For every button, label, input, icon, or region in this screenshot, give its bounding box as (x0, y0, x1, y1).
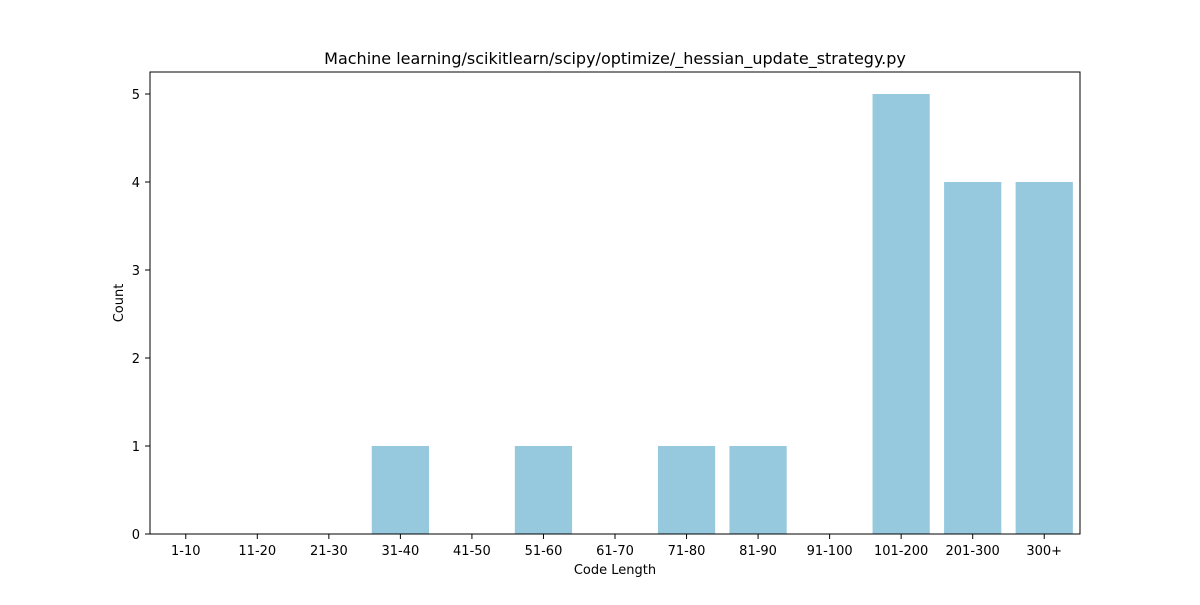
x-tick-label: 61-70 (596, 544, 634, 559)
x-tick-label: 11-20 (238, 544, 276, 559)
bar-71-80 (657, 446, 716, 534)
x-tick-label: 81-90 (739, 544, 777, 559)
bars-layer (371, 94, 1073, 534)
y-tick-label: 4 (132, 176, 140, 191)
x-tick-label: 91-100 (807, 544, 853, 559)
x-tick-label: 300+ (1026, 544, 1062, 559)
x-axis: 1-10 11-20 21-30 31-40 41-50 51-60 61-70 71-80 8… (171, 534, 1062, 559)
chart-title: Machine learning/scikitlearn/scipy/optim… (324, 49, 906, 69)
x-tick-label: 31-40 (381, 544, 419, 559)
y-axis-label: Count (112, 284, 127, 323)
x-tick-label: 101-200 (874, 544, 928, 559)
y-tick-label: 3 (132, 264, 140, 279)
x-tick-label: 201-300 (946, 544, 1000, 559)
y-tick-label: 2 (132, 352, 140, 367)
x-tick-label: 21-30 (310, 544, 348, 559)
bar-51-60 (514, 446, 573, 534)
y-axis: 0 1 2 3 4 5 (132, 88, 150, 543)
bar-31-40 (371, 446, 429, 534)
y-tick-label: 1 (132, 440, 140, 455)
y-tick-label: 5 (132, 88, 140, 103)
x-axis-label: Code Length (574, 563, 656, 578)
bar-81-90 (729, 446, 787, 534)
x-tick-label: 71-80 (668, 544, 706, 559)
bar-300+ (1015, 182, 1073, 534)
x-tick-label: 1-10 (171, 544, 201, 559)
bar-101-200 (872, 94, 930, 534)
plot-frame (149, 71, 1081, 535)
bar-201-300 (944, 182, 1002, 534)
x-tick-label: 51-60 (525, 544, 563, 559)
y-tick-label: 0 (132, 528, 140, 543)
x-tick-label: 41-50 (453, 544, 491, 559)
